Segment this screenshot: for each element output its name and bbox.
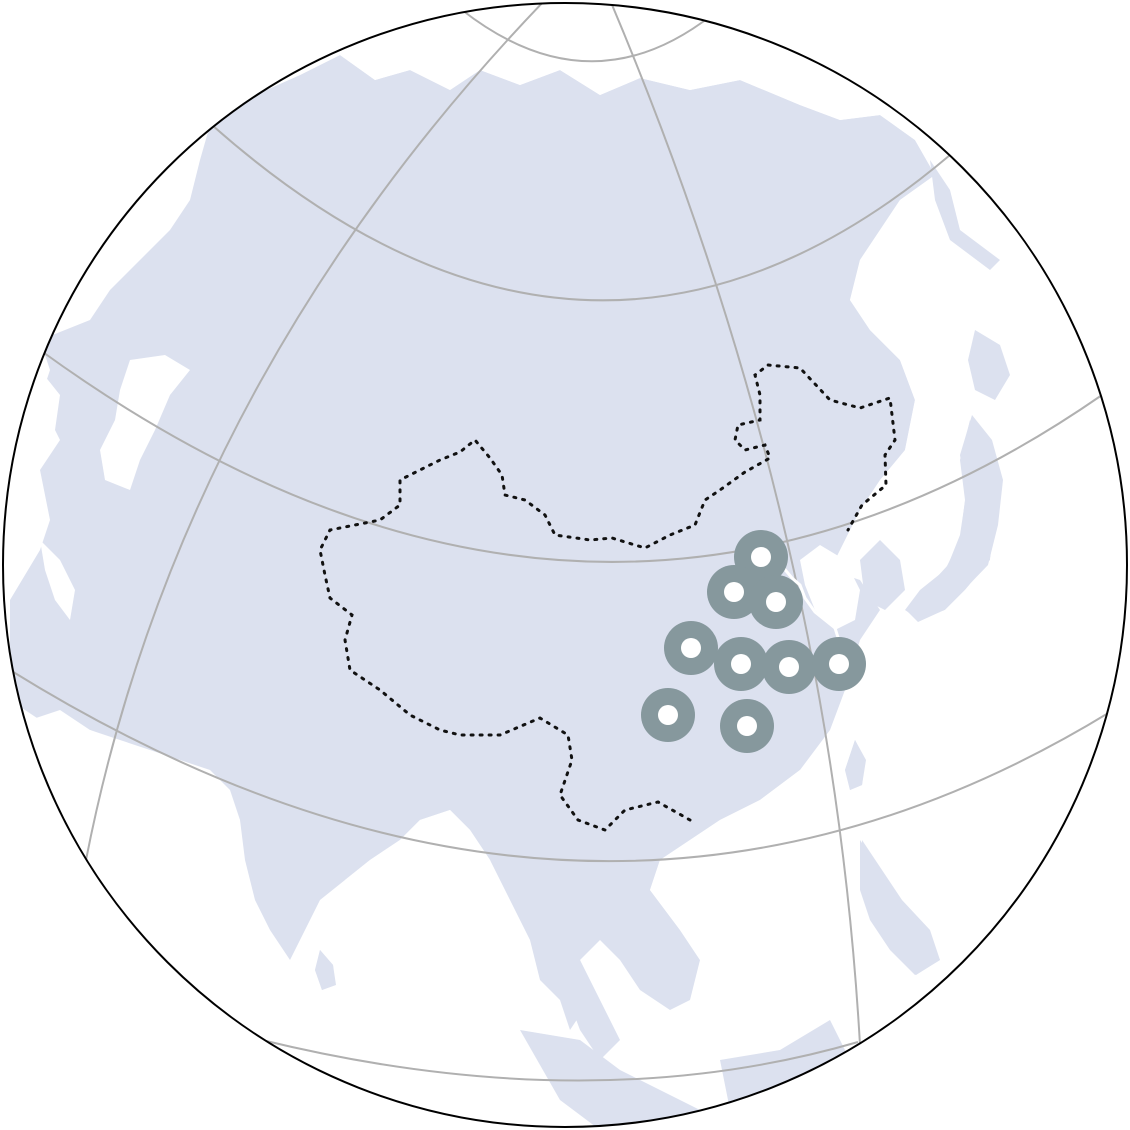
graticule-parallel-2	[211, 124, 951, 302]
marker-center	[766, 592, 786, 612]
marker-center	[751, 547, 771, 567]
map-marker[interactable]	[762, 640, 816, 694]
graticule-meridian-2	[609, 3, 861, 1046]
caspian-sea	[100, 355, 190, 490]
graticule-parallel-3	[39, 349, 1103, 563]
china-boundary	[318, 363, 897, 832]
graticule-parallel-5	[261, 1039, 859, 1082]
map-marker[interactable]	[664, 621, 718, 675]
land-eurasia	[10, 55, 935, 1030]
marker-center	[681, 638, 701, 658]
graticule-meridian-1	[85, 3, 546, 861]
persian-gulf	[40, 540, 75, 620]
marker-center	[658, 705, 678, 725]
black-sea	[25, 370, 60, 440]
land-japan-main	[906, 415, 1003, 622]
map-marker[interactable]	[749, 575, 803, 629]
land-sri-lanka-2	[315, 950, 336, 990]
graticule-parallel-4	[9, 669, 1111, 863]
map-marker[interactable]	[812, 637, 866, 691]
marker-center	[829, 654, 849, 674]
marker-center	[731, 654, 751, 674]
marker-layer	[641, 530, 866, 753]
map-marker[interactable]	[707, 565, 761, 619]
bohai-yellow-sea	[800, 545, 860, 630]
land-korea	[860, 540, 905, 610]
land-malay	[560, 940, 620, 1060]
marker-center	[779, 657, 799, 677]
marker-center	[737, 716, 757, 736]
land-sakhalin	[930, 160, 1000, 270]
land-taiwan-2	[845, 740, 866, 790]
south-china-sea	[650, 770, 860, 1010]
graticule-parallel-1	[461, 9, 713, 63]
land-hokkaido	[968, 330, 1010, 400]
marker-center	[724, 582, 744, 602]
islands	[315, 160, 1010, 1060]
graticule	[9, 3, 1111, 1082]
bay-of-bengal	[330, 810, 500, 990]
map-marker[interactable]	[720, 699, 774, 753]
map-marker[interactable]	[714, 637, 768, 691]
map-marker[interactable]	[641, 688, 695, 742]
sea-of-japan	[880, 400, 960, 580]
land-philippines-2	[862, 840, 940, 975]
